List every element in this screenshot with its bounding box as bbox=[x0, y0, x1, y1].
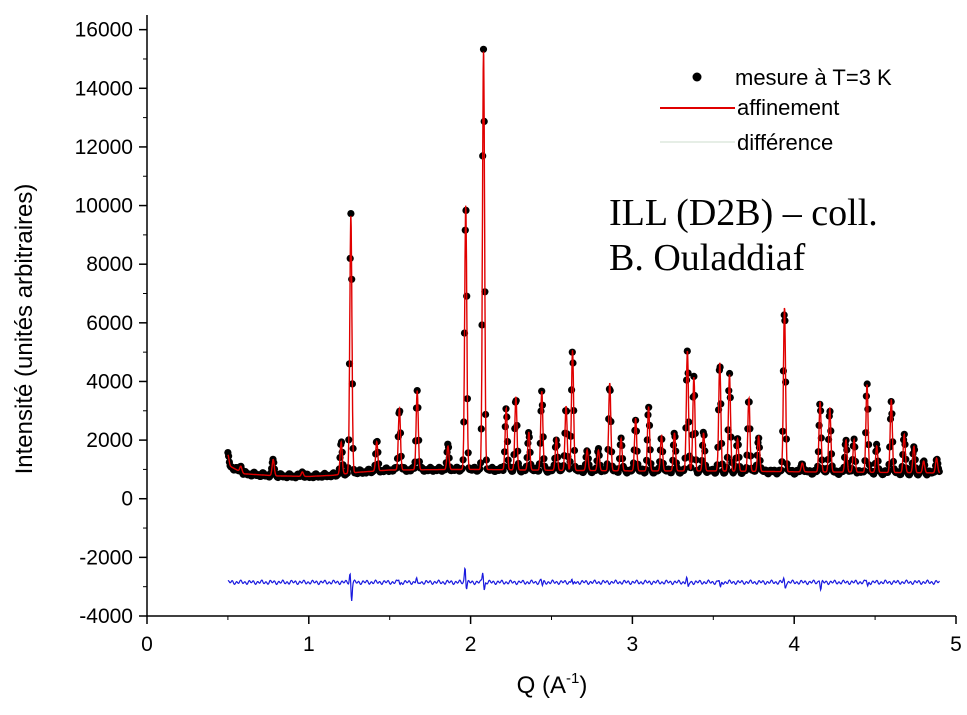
legend-label-difference: différence bbox=[737, 130, 833, 155]
measurement-point bbox=[535, 467, 543, 475]
measurement-point bbox=[347, 210, 355, 218]
x-tick-label: 4 bbox=[788, 633, 800, 656]
legend-label-measure: mesure à T=3 K bbox=[735, 65, 892, 90]
x-tick-label: 1 bbox=[303, 633, 315, 656]
refinement-line bbox=[227, 51, 941, 478]
legend-label-refinement: affinement bbox=[737, 95, 839, 120]
annotation-line-2: B. Ouladdiaf bbox=[609, 237, 806, 279]
legend-marker-measure bbox=[692, 72, 702, 82]
y-tick-label: 12000 bbox=[75, 136, 133, 159]
y-tick-label: -2000 bbox=[79, 546, 133, 569]
x-tick-label: 3 bbox=[627, 633, 639, 656]
y-tick-label: 10000 bbox=[75, 195, 133, 218]
x-tick-label: 0 bbox=[141, 633, 153, 656]
y-tick-label: 14000 bbox=[75, 77, 133, 100]
measurement-point bbox=[726, 369, 734, 378]
annotation-line-1: ILL (D2B) – coll. bbox=[609, 192, 878, 234]
y-tick-label: 0 bbox=[121, 488, 133, 511]
chart-ticks: -4000-2000020004000600080001000012000140… bbox=[75, 19, 962, 656]
y-tick-label: 6000 bbox=[86, 312, 133, 335]
y-tick-label: 2000 bbox=[86, 429, 133, 452]
difference-line bbox=[227, 566, 940, 602]
y-tick-label: 8000 bbox=[86, 253, 133, 276]
measurement-point bbox=[479, 45, 488, 53]
legend: mesure à T=3 K affinement différence bbox=[655, 50, 955, 165]
x-tick-label: 2 bbox=[465, 633, 477, 656]
y-axis-title: Intensité (unités arbitraires) bbox=[11, 184, 38, 475]
y-tick-label: 4000 bbox=[86, 370, 133, 393]
measurement-point bbox=[690, 372, 698, 380]
x-axis-title: Q (A-1) bbox=[517, 670, 588, 699]
y-tick-label: -4000 bbox=[79, 605, 133, 628]
measurement-point bbox=[594, 445, 603, 453]
measurement-point bbox=[863, 380, 871, 388]
y-tick-label: 16000 bbox=[75, 19, 133, 42]
x-tick-label: 5 bbox=[950, 633, 962, 656]
chart-curves bbox=[224, 45, 943, 602]
